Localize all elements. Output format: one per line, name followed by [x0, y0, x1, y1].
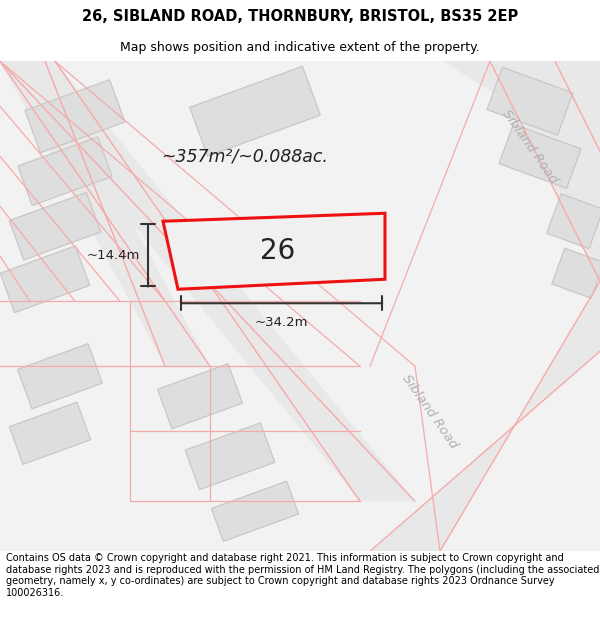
- Polygon shape: [9, 192, 101, 260]
- Polygon shape: [552, 248, 600, 298]
- Polygon shape: [0, 61, 415, 501]
- Text: ~34.2m: ~34.2m: [255, 316, 308, 329]
- Polygon shape: [499, 124, 581, 188]
- Polygon shape: [190, 66, 320, 156]
- Polygon shape: [158, 364, 242, 429]
- Text: 26: 26: [260, 237, 295, 265]
- Text: Contains OS data © Crown copyright and database right 2021. This information is : Contains OS data © Crown copyright and d…: [6, 553, 599, 598]
- Polygon shape: [547, 194, 600, 249]
- Polygon shape: [163, 213, 385, 289]
- Polygon shape: [25, 80, 125, 152]
- Polygon shape: [445, 61, 600, 161]
- Polygon shape: [18, 137, 112, 206]
- Polygon shape: [10, 402, 91, 464]
- Text: 26, SIBLAND ROAD, THORNBURY, BRISTOL, BS35 2EP: 26, SIBLAND ROAD, THORNBURY, BRISTOL, BS…: [82, 9, 518, 24]
- Text: ~357m²/~0.088ac.: ~357m²/~0.088ac.: [161, 148, 328, 165]
- Polygon shape: [17, 344, 103, 409]
- Text: Map shows position and indicative extent of the property.: Map shows position and indicative extent…: [120, 41, 480, 54]
- Polygon shape: [211, 481, 299, 541]
- Text: ~14.4m: ~14.4m: [86, 249, 140, 262]
- Polygon shape: [0, 246, 90, 312]
- Text: Sibland Road: Sibland Road: [400, 372, 460, 451]
- Text: Sibland Road: Sibland Road: [500, 107, 560, 186]
- Polygon shape: [0, 61, 210, 366]
- Polygon shape: [185, 423, 275, 489]
- Polygon shape: [487, 68, 573, 135]
- Polygon shape: [490, 61, 600, 281]
- Polygon shape: [370, 281, 600, 551]
